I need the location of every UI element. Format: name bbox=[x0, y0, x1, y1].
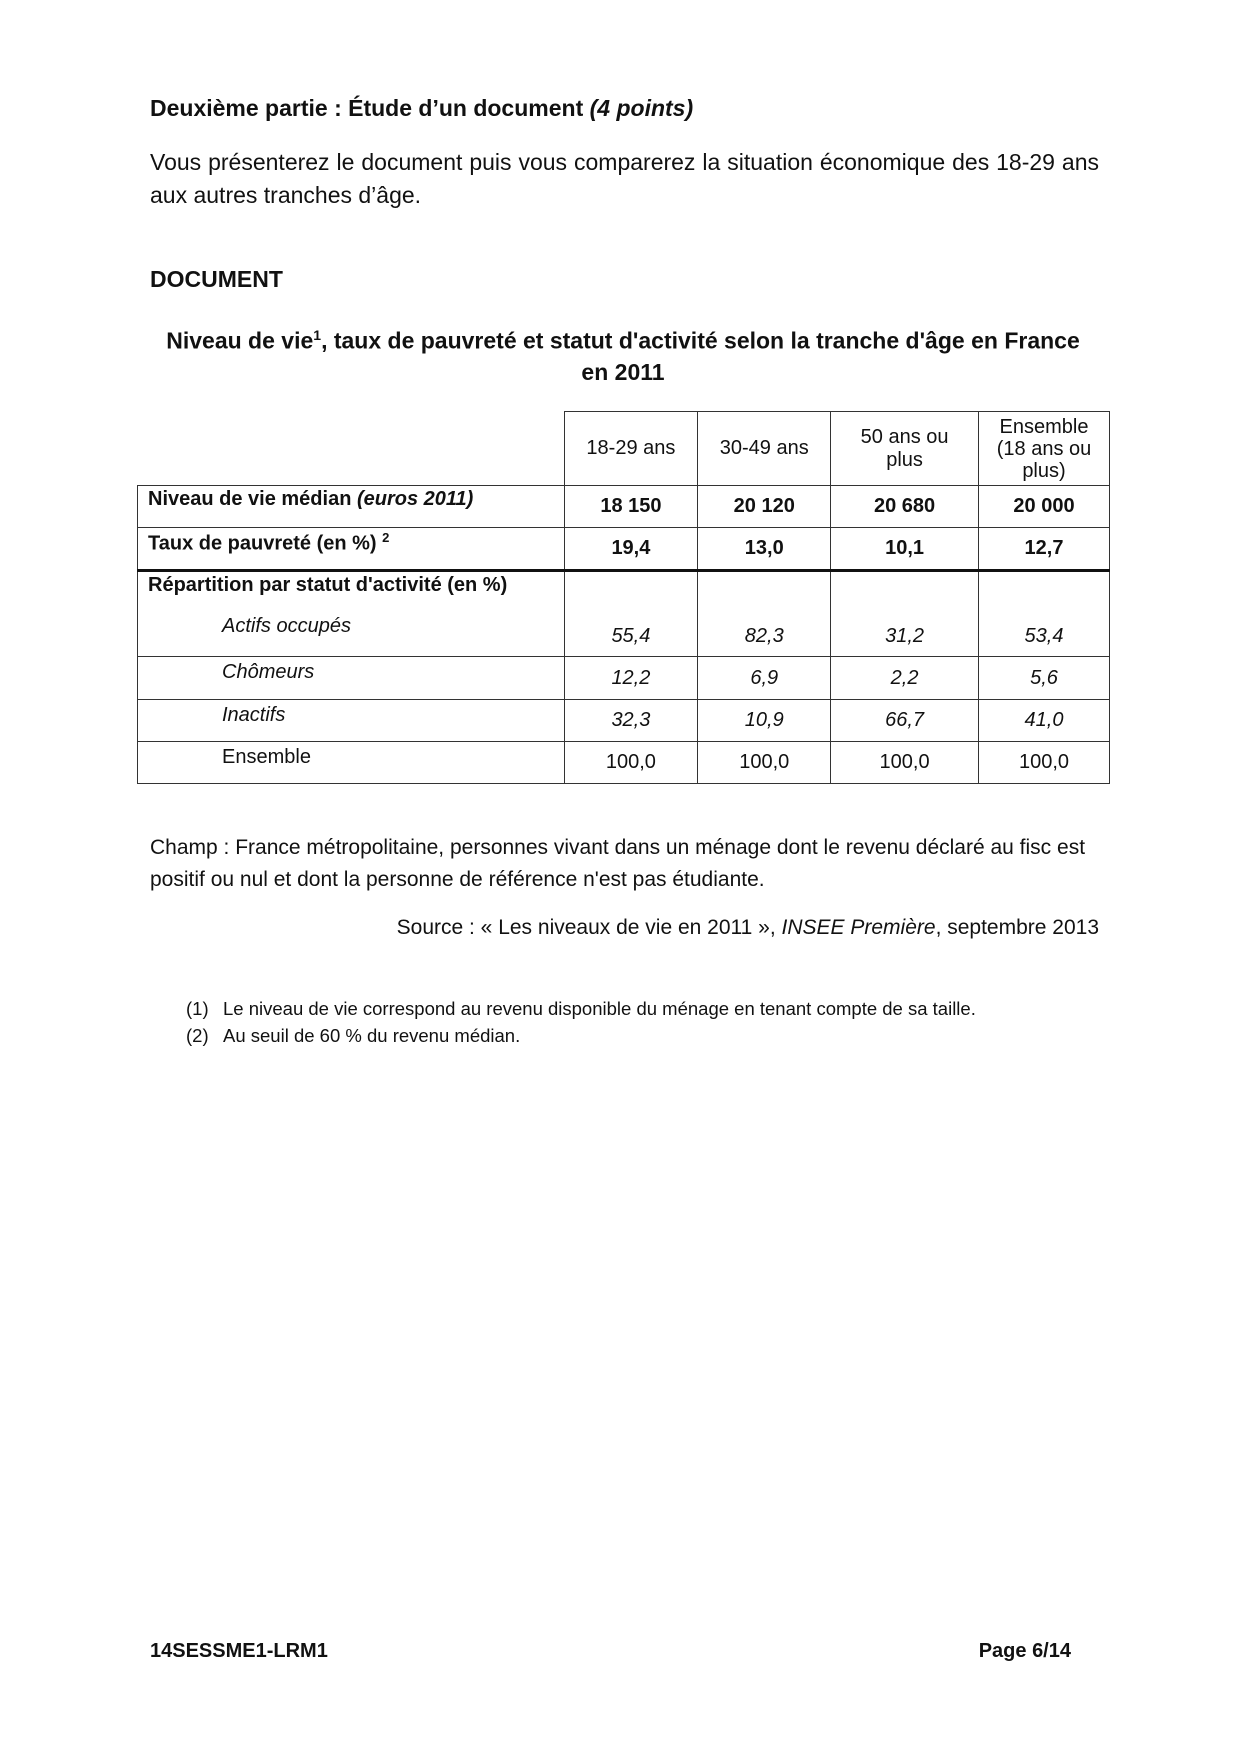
row-label: Inactifs bbox=[137, 699, 565, 742]
cell: 41,0 bbox=[978, 699, 1110, 742]
col-header: Ensemble (18 ans ou plus) bbox=[978, 411, 1110, 486]
page-number: Page 6/14 bbox=[978, 1640, 1071, 1662]
scope-note: Champ : France métropolitaine, personnes… bbox=[150, 836, 1086, 891]
cell: 100,0 bbox=[830, 741, 979, 784]
table-row: Taux de pauvreté (en %) 2 19,4 13,0 10,1… bbox=[137, 527, 1110, 572]
heading-text: Deuxième partie : Étude d’un document bbox=[150, 95, 584, 121]
cell: 6,9 bbox=[697, 656, 832, 700]
instruction-text: Vous présenterez le document puis vous c… bbox=[150, 149, 1099, 208]
source-note: Source : « Les niveaux de vie en 2011 »,… bbox=[396, 916, 1099, 939]
row-label: Chômeurs bbox=[137, 656, 565, 700]
cell: 13,0 bbox=[697, 527, 832, 572]
table-row: Chômeurs 12,2 6,9 2,2 5,6 bbox=[137, 656, 1110, 700]
cell: 20 000 bbox=[978, 485, 1110, 528]
footnote-ref-1: 1 bbox=[313, 327, 322, 343]
table-row: Niveau de vie médian (euros 2011) 18 150… bbox=[137, 485, 1110, 528]
footnote: (1) Le niveau de vie correspond au revenu… bbox=[186, 998, 976, 1019]
table-title: Niveau de vie1, taux de pauvreté et stat… bbox=[166, 327, 1080, 385]
section-label: Répartition par statut d'activité (en %) bbox=[148, 574, 508, 596]
cell: 53,4 bbox=[978, 570, 1110, 657]
cell: 66,7 bbox=[830, 699, 979, 742]
cell: 10,1 bbox=[830, 527, 979, 572]
row-label: Ensemble bbox=[137, 741, 565, 784]
points-label: (4 points) bbox=[589, 95, 694, 121]
col-header: 18-29 ans bbox=[563, 411, 699, 486]
cell: 5,6 bbox=[978, 656, 1110, 700]
row-label: Niveau de vie médian (euros 2011) bbox=[137, 485, 565, 528]
cell: 12,2 bbox=[563, 656, 699, 700]
cell: 20 680 bbox=[830, 485, 979, 528]
cell: 2,2 bbox=[830, 656, 979, 700]
cell: 18 150 bbox=[563, 485, 699, 528]
cell: 20 120 bbox=[697, 485, 832, 528]
table-row: Inactifs 32,3 10,9 66,7 41,0 bbox=[137, 699, 1110, 742]
sub-label: Actifs occupés bbox=[222, 615, 351, 637]
cell: 10,9 bbox=[697, 699, 832, 742]
data-table: 18-29 ans 30-49 ans 50 ans ou plus Ensem… bbox=[137, 411, 1110, 784]
table-row: Répartition par statut d'activité (en %)… bbox=[137, 570, 1110, 657]
cell: 100,0 bbox=[563, 741, 699, 784]
cell: 19,4 bbox=[563, 527, 699, 572]
col-header: 30-49 ans bbox=[697, 411, 832, 486]
col-header: 50 ans ou plus bbox=[830, 411, 979, 486]
cell: 12,7 bbox=[978, 527, 1110, 572]
cell: 31,2 bbox=[830, 570, 979, 657]
cell: 100,0 bbox=[697, 741, 832, 784]
footnote: (2) Au seuil de 60 % du revenu médian. bbox=[186, 1025, 521, 1046]
cell: 100,0 bbox=[978, 741, 1110, 784]
cell: 55,4 bbox=[563, 570, 699, 657]
document-code: 14SESSME1-LRM1 bbox=[150, 1640, 328, 1662]
row-label: Taux de pauvreté (en %) 2 bbox=[137, 527, 565, 572]
cell: 32,3 bbox=[563, 699, 699, 742]
table-row: Ensemble 100,0 100,0 100,0 100,0 bbox=[137, 741, 1110, 784]
row-label: Répartition par statut d'activité (en %)… bbox=[137, 570, 565, 657]
cell: 82,3 bbox=[697, 570, 832, 657]
section-heading: Deuxième partie : Étude d’un document (4… bbox=[150, 95, 693, 122]
document-label: DOCUMENT bbox=[150, 266, 283, 292]
header-row: 18-29 ans 30-49 ans 50 ans ou plus Ensem… bbox=[137, 411, 1110, 486]
